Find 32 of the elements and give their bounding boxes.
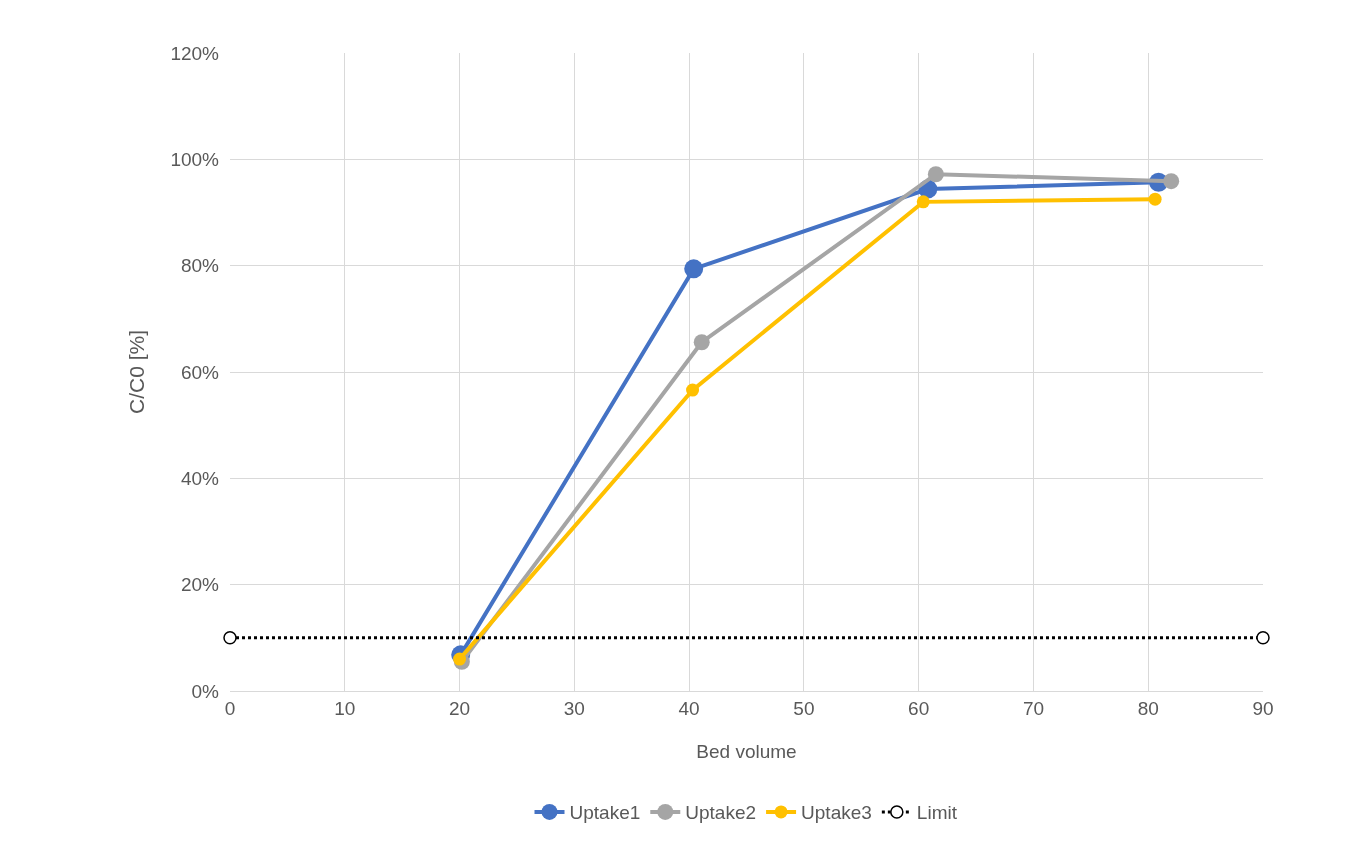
x-tick-label: 0 bbox=[224, 697, 236, 719]
legend-label: Uptake2 bbox=[685, 802, 757, 824]
x-axis-title: Bed volume bbox=[696, 741, 797, 762]
x-tick-label: 70 bbox=[1022, 697, 1045, 719]
y-tick-label: 100% bbox=[170, 148, 220, 170]
legend-label: Limit bbox=[916, 802, 958, 824]
x-tick-label: 90 bbox=[1252, 697, 1274, 719]
point bbox=[1163, 173, 1180, 190]
x-tick-label: 60 bbox=[908, 697, 930, 719]
y-tick-label: 60% bbox=[180, 361, 220, 383]
x-tick-label: 80 bbox=[1137, 697, 1159, 719]
y-axis-title: C/C0 [%] bbox=[124, 329, 148, 415]
x-tick-label: 20 bbox=[448, 697, 471, 719]
x-tick-label: 50 bbox=[793, 697, 815, 719]
y-tick-label: 40% bbox=[180, 467, 220, 489]
y-tick-label: 80% bbox=[180, 255, 220, 277]
point bbox=[223, 631, 237, 645]
point bbox=[916, 195, 930, 209]
y-tick-label: 20% bbox=[180, 574, 220, 596]
point bbox=[686, 383, 700, 397]
point bbox=[693, 334, 710, 351]
x-tick-label: 10 bbox=[334, 697, 356, 719]
x-tick-label: 30 bbox=[563, 697, 585, 719]
y-tick-label: 120% bbox=[170, 42, 220, 64]
legend-label: Uptake3 bbox=[801, 802, 872, 824]
point bbox=[1148, 192, 1162, 206]
y-tick-label: 0% bbox=[191, 680, 220, 702]
point bbox=[927, 166, 944, 183]
x-tick-label: 40 bbox=[678, 697, 700, 719]
point bbox=[1256, 631, 1270, 645]
legend-label: Uptake1 bbox=[569, 802, 641, 824]
point bbox=[684, 259, 704, 279]
